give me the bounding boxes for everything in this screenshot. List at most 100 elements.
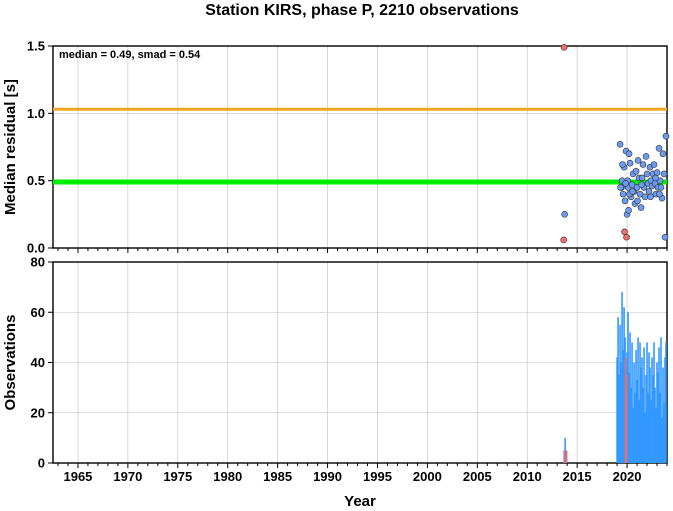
bar (660, 337, 662, 463)
y-axis-label: Observations (2, 315, 19, 411)
x-tick-label: 1995 (363, 469, 392, 484)
bar (653, 342, 655, 463)
data-point (637, 204, 645, 211)
bar (651, 357, 653, 463)
data-point (561, 211, 568, 218)
data-point (622, 180, 629, 187)
data-point (629, 188, 636, 195)
data-point (657, 184, 665, 191)
data-point (653, 169, 661, 176)
bar (654, 387, 656, 463)
residual-panel: 0.0 0.5 1.0 1.5 median = 0.49, smad = 0.54 Me… (2, 39, 670, 256)
data-point (636, 190, 644, 198)
bar (640, 367, 642, 463)
y-tick-label: 0.5 (27, 173, 45, 188)
y-tick-label: 40 (31, 355, 45, 370)
bar (628, 372, 630, 463)
data-point (634, 157, 642, 164)
data-point (662, 132, 670, 140)
bar (658, 347, 660, 463)
bar (663, 402, 665, 463)
bar (665, 342, 667, 463)
bar (619, 324, 621, 463)
bar (645, 375, 647, 463)
bar (633, 362, 635, 463)
y-tick-label: 1.0 (27, 106, 45, 121)
x-tick-label: 2000 (413, 469, 442, 484)
bar (643, 347, 645, 463)
x-tick-label: 1990 (313, 469, 342, 484)
data-point (628, 181, 636, 189)
data-point (661, 233, 669, 241)
data-point (650, 161, 658, 168)
bar (648, 352, 650, 463)
bar (563, 450, 565, 463)
bar (644, 412, 646, 463)
bar (657, 372, 659, 463)
bar (655, 407, 657, 463)
data-point (625, 206, 632, 214)
x-tick-label: 1975 (163, 469, 192, 484)
data-point (560, 44, 568, 51)
bar (564, 437, 566, 463)
x-tick-label: 2015 (563, 469, 592, 484)
bar (664, 357, 666, 463)
bar (624, 357, 627, 463)
y-tick-label: 1.5 (27, 39, 45, 54)
bar (641, 357, 643, 463)
bar (625, 375, 628, 463)
bar (620, 362, 622, 463)
data-point (619, 161, 626, 168)
bar (621, 292, 623, 463)
bar (627, 312, 629, 463)
bar (622, 349, 624, 463)
x-axis-label: Year (344, 493, 376, 510)
data-point (625, 150, 633, 158)
data-point (632, 167, 640, 175)
bar (639, 342, 641, 463)
data-point (621, 197, 629, 205)
data-point (619, 190, 627, 198)
bar (635, 349, 637, 463)
x-tick-label: 2010 (513, 469, 542, 484)
x-tick-label: 1970 (113, 469, 142, 484)
data-point (642, 153, 650, 160)
bar (630, 387, 632, 463)
bar (649, 367, 651, 463)
x-tick-label: 1985 (263, 469, 292, 484)
y-tick-label: 60 (31, 305, 45, 320)
x-tick-label: 1965 (63, 469, 92, 484)
bar (647, 392, 649, 463)
bar (618, 375, 620, 463)
bar (646, 342, 648, 463)
data-point (638, 181, 645, 189)
data-point (638, 174, 646, 182)
y-tick-label: 80 (31, 255, 45, 270)
bar (661, 417, 663, 463)
bar (617, 317, 619, 463)
data-point (641, 193, 649, 201)
data-point (616, 141, 624, 148)
y-axis-label: Median residual [s] (2, 79, 19, 215)
data-point (655, 145, 663, 152)
data-point (643, 170, 651, 178)
chart-title: Station KIRS, phase P, 2210 observations (205, 2, 519, 19)
bar (638, 400, 640, 463)
data-point (660, 170, 668, 178)
bar (565, 450, 568, 463)
bar (631, 342, 633, 463)
bar (652, 375, 654, 463)
x-tick-label: 2020 (613, 469, 642, 484)
stats-annotation: median = 0.49, smad = 0.54 (59, 49, 201, 61)
data-point (645, 188, 653, 195)
bar (629, 332, 631, 463)
bar (659, 392, 661, 463)
data-point (560, 236, 567, 244)
bar (662, 367, 664, 463)
y-tick-label: 20 (31, 405, 45, 420)
data-point (626, 159, 634, 167)
data-point (639, 161, 647, 168)
data-point (647, 193, 654, 201)
data-point (623, 233, 630, 241)
